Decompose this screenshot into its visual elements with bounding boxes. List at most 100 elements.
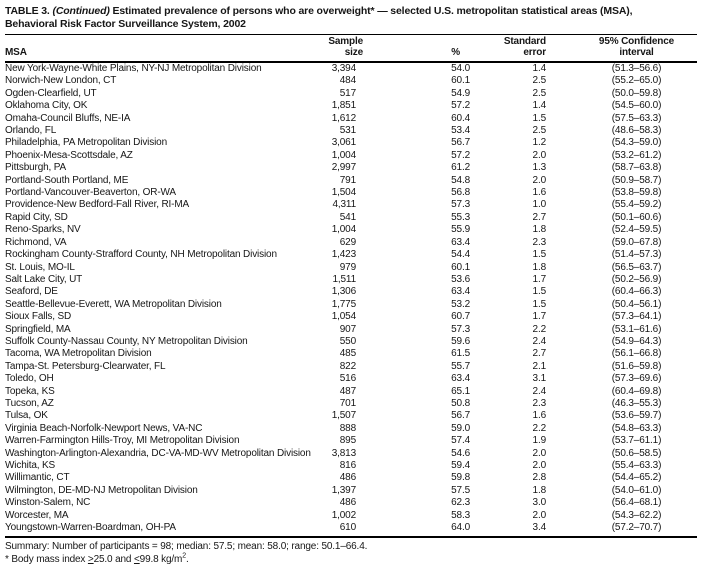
msa-cell: Richmond, VA xyxy=(5,236,67,248)
msa-cell: Portland-Vancouver-Beaverton, OR-WA xyxy=(5,187,176,199)
percent-cell: 54.0 xyxy=(451,63,470,74)
percent-cell: 55.7 xyxy=(451,360,470,372)
sample-size-cell: 487 xyxy=(339,385,356,397)
msa-cell: Ogden-Clearfield, UT xyxy=(5,87,97,99)
msa-cell: Youngstown-Warren-Boardman, OH-PA xyxy=(5,522,176,534)
standard-error-cell: 2.3 xyxy=(532,397,547,409)
sample-size-cell: 4,311 xyxy=(332,199,356,211)
table-row: Seaford, DE 1,306 63.4 1.5 (60.4–66.3) xyxy=(5,286,697,298)
table-title-text: Estimated prevalence of persons who are … xyxy=(109,5,633,17)
standard-error-cell: 2.0 xyxy=(532,460,547,471)
percent-cell: 57.3 xyxy=(451,323,470,335)
sample-size-cell: 1,004 xyxy=(331,149,356,161)
table-row: Ogden-Clearfield, UT 517 54.9 2.5 (50.0–… xyxy=(5,88,697,100)
standard-error-cell: 2.5 xyxy=(532,75,547,87)
confidence-interval-cell: (58.7–63.8) xyxy=(611,162,662,174)
sample-size-cell: 822 xyxy=(339,360,356,372)
gte-symbol: > xyxy=(87,553,94,565)
standard-error-cell: 2.5 xyxy=(532,125,547,137)
sample-size-cell: 485 xyxy=(339,348,356,360)
standard-error-cell: 1.8 xyxy=(532,261,547,273)
confidence-interval-cell: (53.7–61.1) xyxy=(611,435,662,447)
confidence-interval-cell: (55.4–63.3) xyxy=(611,460,662,471)
prevalence-table: MSA Sample size % Standard error 95% Con… xyxy=(5,35,697,534)
table-header: MSA Sample size % Standard error 95% Con… xyxy=(5,35,697,62)
table-row: Washington-Arlington-Alexandria, DC-VA-M… xyxy=(5,448,697,460)
table-number-label: TABLE 3. xyxy=(5,5,53,17)
table-row: Worcester, MA 1,002 58.3 2.0 (54.3–62.2) xyxy=(5,510,697,522)
percent-cell: 54.9 xyxy=(451,87,470,99)
percent-cell: 53.6 xyxy=(451,273,470,285)
sample-size-cell: 629 xyxy=(339,236,356,248)
confidence-interval-cell: (56.1–66.8) xyxy=(611,348,662,360)
confidence-interval-cell: (50.4–56.1) xyxy=(611,298,662,310)
confidence-interval-cell: (60.4–69.8) xyxy=(611,385,662,397)
percent-cell: 57.5 xyxy=(451,484,470,496)
standard-error-cell: 2.0 xyxy=(532,149,547,161)
lte-symbol: < xyxy=(133,553,140,565)
table-row: Wichita, KS 816 59.4 2.0 (55.4–63.3) xyxy=(5,460,697,472)
sample-size-cell: 1,423 xyxy=(331,249,356,261)
confidence-interval-cell: (57.2–70.7) xyxy=(611,522,662,534)
percent-cell: 55.9 xyxy=(451,224,470,236)
table-title-line2: Behavioral Risk Factor Surveillance Syst… xyxy=(5,18,246,30)
confidence-interval-cell: (51.4–57.3) xyxy=(611,249,662,261)
standard-error-cell: 1.5 xyxy=(532,249,547,261)
sample-size-cell: 484 xyxy=(339,75,356,87)
percent-cell: 61.2 xyxy=(451,162,470,174)
percent-cell: 58.3 xyxy=(451,509,470,521)
msa-cell: Willimantic, CT xyxy=(5,472,70,484)
table-row: Virginia Beach-Norfolk-Newport News, VA-… xyxy=(5,423,697,435)
table-bottom-rule xyxy=(5,536,697,539)
standard-error-cell: 1.8 xyxy=(532,484,547,496)
footnote-line: * Body mass index >25.0 and <99.8 kg/m2. xyxy=(5,552,189,565)
msa-cell: Tacoma, WA Metropolitan Division xyxy=(5,348,152,360)
confidence-interval-cell: (54.0–61.0) xyxy=(611,484,662,496)
sample-size-cell: 486 xyxy=(339,472,356,484)
sample-size-cell: 701 xyxy=(339,397,356,409)
percent-cell: 57.2 xyxy=(451,100,470,112)
standard-error-cell: 1.4 xyxy=(532,100,547,112)
msa-cell: Wilmington, DE-MD-NJ Metropolitan Divisi… xyxy=(5,484,198,496)
table-title: TABLE 3. (Continued) Estimated prevalenc… xyxy=(5,5,697,31)
col-header-sample-size: Sample size xyxy=(328,36,363,58)
confidence-interval-cell: (46.3–55.3) xyxy=(611,397,662,409)
percent-cell: 62.3 xyxy=(451,497,470,509)
percent-cell: 56.7 xyxy=(451,410,470,422)
standard-error-cell: 1.5 xyxy=(532,286,547,298)
table-row: Wilmington, DE-MD-NJ Metropolitan Divisi… xyxy=(5,485,697,497)
msa-cell: Philadelphia, PA Metropolitan Division xyxy=(5,137,167,149)
msa-cell: Seattle-Bellevue-Everett, WA Metropolita… xyxy=(5,298,222,310)
table-row: Topeka, KS 487 65.1 2.4 (60.4–69.8) xyxy=(5,386,697,398)
sample-size-cell: 1,507 xyxy=(331,410,356,422)
msa-cell: Virginia Beach-Norfolk-Newport News, VA-… xyxy=(5,422,203,434)
sample-size-cell: 1,306 xyxy=(331,286,356,298)
table-row: Orlando, FL 531 53.4 2.5 (48.6–58.3) xyxy=(5,125,697,137)
msa-cell: Washington-Arlington-Alexandria, DC-VA-M… xyxy=(5,447,311,459)
percent-cell: 53.2 xyxy=(451,298,470,310)
msa-cell: Tulsa, OK xyxy=(5,410,48,422)
confidence-interval-cell: (56.5–63.7) xyxy=(611,261,662,273)
standard-error-cell: 1.5 xyxy=(532,298,547,310)
summary-line: Summary: Number of participants = 98; me… xyxy=(5,541,368,553)
percent-cell: 54.4 xyxy=(451,249,470,261)
table-row: Salt Lake City, UT 1,511 53.6 1.7 (50.2–… xyxy=(5,274,697,286)
table-row: Springfield, MA 907 57.3 2.2 (53.1–61.6) xyxy=(5,324,697,336)
sample-size-cell: 3,813 xyxy=(331,447,356,459)
table-row: Suffolk County-Nassau County, NY Metropo… xyxy=(5,336,697,348)
sample-size-cell: 888 xyxy=(339,422,356,434)
confidence-interval-cell: (51.6–59.8) xyxy=(611,360,662,372)
percent-cell: 50.8 xyxy=(451,397,470,409)
msa-cell: Phoenix-Mesa-Scottsdale, AZ xyxy=(5,149,133,161)
table-row: Reno-Sparks, NV 1,004 55.9 1.8 (52.4–59.… xyxy=(5,224,697,236)
sample-size-cell: 2,997 xyxy=(331,162,356,174)
confidence-interval-cell: (53.1–61.6) xyxy=(611,323,662,335)
confidence-interval-cell: (53.2–61.2) xyxy=(611,149,662,161)
standard-error-cell: 1.6 xyxy=(532,410,547,422)
percent-cell: 55.3 xyxy=(451,211,470,223)
msa-cell: New York-Wayne-White Plains, NY-NJ Metro… xyxy=(5,63,262,74)
confidence-interval-cell: (54.4–65.2) xyxy=(611,472,662,484)
superscript-2: 2 xyxy=(182,552,186,560)
percent-cell: 60.1 xyxy=(451,75,470,87)
confidence-interval-cell: (55.2–65.0) xyxy=(611,75,662,87)
